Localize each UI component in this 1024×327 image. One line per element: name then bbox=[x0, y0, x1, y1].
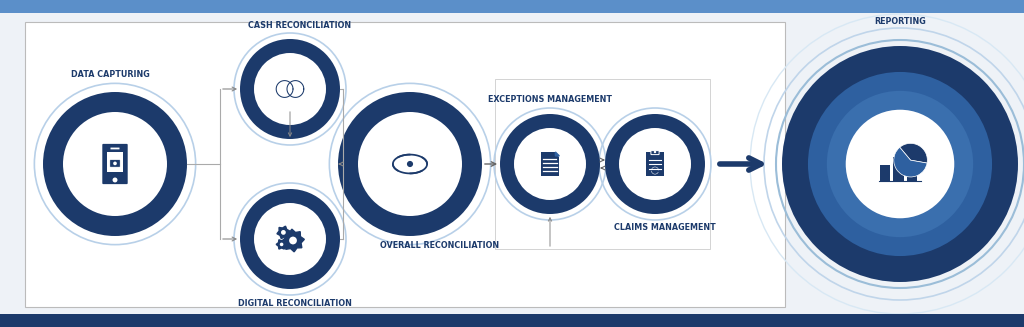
Circle shape bbox=[240, 39, 340, 139]
FancyBboxPatch shape bbox=[110, 160, 120, 167]
FancyBboxPatch shape bbox=[102, 144, 128, 184]
FancyBboxPatch shape bbox=[646, 152, 664, 176]
Text: EXCEPTIONS MANAGEMENT: EXCEPTIONS MANAGEMENT bbox=[488, 95, 612, 105]
Circle shape bbox=[114, 162, 117, 165]
Text: DATA CAPTURING: DATA CAPTURING bbox=[71, 70, 150, 78]
Bar bbox=[0, 0, 1024, 13]
Text: CLAIMS MANAGEMENT: CLAIMS MANAGEMENT bbox=[614, 223, 716, 232]
Text: DIGITAL RECONCILIATION: DIGITAL RECONCILIATION bbox=[238, 299, 352, 307]
Circle shape bbox=[63, 112, 167, 216]
Wedge shape bbox=[900, 143, 928, 163]
Circle shape bbox=[254, 203, 326, 275]
Text: OVERALL RECONCILIATION: OVERALL RECONCILIATION bbox=[381, 242, 500, 250]
Circle shape bbox=[407, 161, 413, 167]
Circle shape bbox=[281, 230, 286, 235]
Circle shape bbox=[338, 92, 482, 236]
Circle shape bbox=[113, 178, 118, 182]
FancyBboxPatch shape bbox=[880, 165, 891, 181]
Bar bbox=[0, 314, 1024, 327]
Text: REPORTING: REPORTING bbox=[874, 18, 926, 26]
Polygon shape bbox=[555, 152, 559, 156]
FancyBboxPatch shape bbox=[541, 152, 559, 176]
Polygon shape bbox=[555, 152, 559, 156]
FancyBboxPatch shape bbox=[906, 162, 918, 181]
Circle shape bbox=[826, 91, 973, 237]
Circle shape bbox=[358, 112, 462, 216]
FancyBboxPatch shape bbox=[893, 157, 904, 181]
Wedge shape bbox=[894, 147, 927, 177]
Circle shape bbox=[280, 243, 284, 246]
Circle shape bbox=[605, 114, 705, 214]
Polygon shape bbox=[282, 229, 304, 252]
FancyBboxPatch shape bbox=[106, 152, 124, 172]
Circle shape bbox=[514, 128, 586, 200]
Circle shape bbox=[618, 128, 691, 200]
Circle shape bbox=[500, 114, 600, 214]
Polygon shape bbox=[276, 226, 290, 239]
Circle shape bbox=[808, 72, 992, 256]
FancyBboxPatch shape bbox=[651, 151, 659, 155]
Circle shape bbox=[289, 237, 297, 244]
Circle shape bbox=[846, 110, 954, 218]
Circle shape bbox=[240, 189, 340, 289]
Circle shape bbox=[653, 151, 656, 153]
Circle shape bbox=[43, 92, 187, 236]
Circle shape bbox=[254, 53, 326, 125]
FancyBboxPatch shape bbox=[111, 147, 120, 149]
Polygon shape bbox=[276, 240, 287, 249]
Text: CASH RECONCILIATION: CASH RECONCILIATION bbox=[249, 21, 351, 29]
FancyBboxPatch shape bbox=[25, 22, 785, 307]
Circle shape bbox=[782, 46, 1018, 282]
